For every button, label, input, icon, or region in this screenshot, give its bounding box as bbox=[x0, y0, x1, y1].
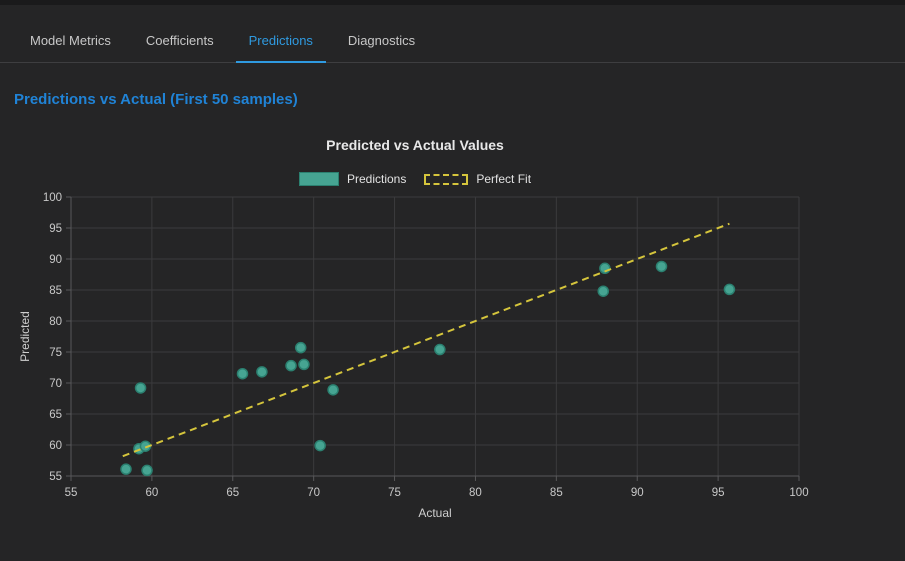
y-tick-label: 100 bbox=[43, 192, 62, 204]
x-tick-label: 70 bbox=[307, 487, 320, 499]
y-tick-label: 75 bbox=[49, 347, 62, 359]
scatter-point[interactable] bbox=[141, 464, 153, 477]
scatter-point[interactable] bbox=[120, 463, 132, 475]
chart-title: Predicted vs Actual Values bbox=[326, 137, 504, 153]
y-tick-label: 70 bbox=[49, 378, 62, 390]
y-axis-title: Predicted bbox=[18, 311, 32, 362]
tab-predictions[interactable]: Predictions bbox=[235, 25, 326, 63]
tab-coefficients[interactable]: Coefficients bbox=[145, 33, 214, 48]
y-tick-label: 65 bbox=[49, 409, 62, 421]
legend-item-perfect-fit[interactable]: Perfect Fit bbox=[424, 172, 531, 186]
scatter-point[interactable] bbox=[597, 285, 609, 297]
chart-legend: Predictions Perfect Fit bbox=[0, 172, 830, 186]
x-tick-label: 100 bbox=[789, 487, 808, 499]
scatter-point[interactable] bbox=[327, 384, 339, 396]
tab-diagnostics[interactable]: Diagnostics bbox=[347, 33, 416, 48]
scatter-point[interactable] bbox=[655, 260, 668, 273]
tab-bar: Model Metrics Coefficients Predictions D… bbox=[0, 5, 905, 63]
perfect-fit-line bbox=[122, 222, 730, 458]
scatter-point[interactable] bbox=[134, 382, 147, 394]
x-axis-title: Actual bbox=[418, 506, 451, 520]
scatter-point[interactable] bbox=[434, 343, 446, 356]
scatter-point[interactable] bbox=[236, 367, 249, 380]
scatter-point[interactable] bbox=[256, 366, 268, 378]
legend-item-predictions[interactable]: Predictions bbox=[298, 172, 407, 186]
y-tick-label: 80 bbox=[49, 316, 62, 328]
y-tick-label: 60 bbox=[49, 440, 62, 452]
x-tick-label: 90 bbox=[631, 487, 644, 499]
y-tick-label: 95 bbox=[49, 223, 62, 235]
x-tick-label: 60 bbox=[145, 487, 158, 499]
y-tick-label: 90 bbox=[49, 254, 62, 266]
x-tick-label: 55 bbox=[65, 487, 78, 499]
scatter-point[interactable] bbox=[285, 359, 297, 372]
x-tick-label: 65 bbox=[226, 487, 239, 499]
x-tick-label: 75 bbox=[388, 487, 401, 499]
y-tick-label: 55 bbox=[49, 471, 62, 483]
scatter-point[interactable] bbox=[298, 358, 310, 371]
scatter-point[interactable] bbox=[314, 439, 326, 452]
window-top-strip bbox=[0, 0, 905, 5]
x-tick-label: 80 bbox=[469, 487, 482, 499]
scatter-point[interactable] bbox=[294, 341, 307, 354]
perfect-fit-swatch-icon bbox=[424, 173, 469, 185]
x-tick-label: 85 bbox=[550, 487, 563, 499]
tab-model-metrics[interactable]: Model Metrics bbox=[30, 33, 111, 48]
legend-label-predictions: Predictions bbox=[346, 172, 407, 186]
y-tick-label: 85 bbox=[49, 285, 62, 297]
x-tick-label: 95 bbox=[712, 487, 725, 499]
legend-label-perfect-fit: Perfect Fit bbox=[476, 172, 532, 186]
page-title: Predictions vs Actual (First 50 samples) bbox=[14, 91, 298, 108]
scatter-point[interactable] bbox=[723, 283, 736, 296]
predictions-swatch-icon bbox=[298, 172, 339, 186]
